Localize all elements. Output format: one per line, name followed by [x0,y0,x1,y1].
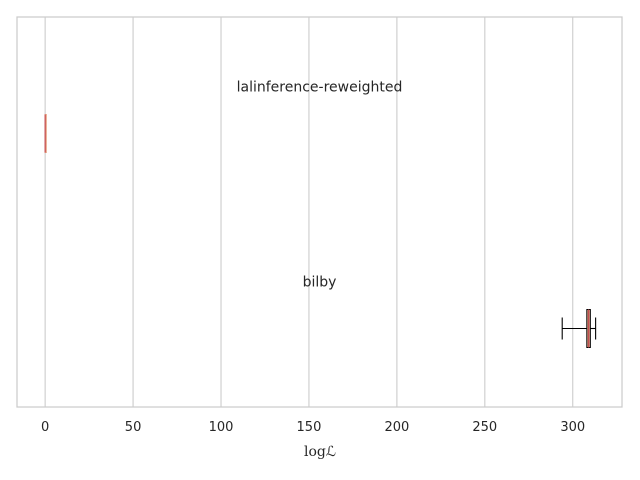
category-labels: lalinference-reweighted bilby [237,80,403,291]
x-tick-label: 300 [560,420,585,435]
boxplot-1 [561,309,597,348]
x-tick-label: 200 [384,420,409,435]
x-tick-label: 50 [125,420,142,435]
x-tick-label: 250 [472,420,497,435]
plot-frame [16,16,623,408]
plot-background [17,17,622,407]
x-tick-label: 150 [297,420,322,435]
x-tick-label: 100 [209,420,234,435]
grid [44,17,574,407]
x-tick-label: 0 [41,420,49,435]
boxplot-0 [44,114,47,153]
category-label: lalinference-reweighted [237,80,403,96]
boxes [44,114,597,348]
x-tick-labels: 0 50 100 150 200 250 300 [41,420,585,435]
x-axis-label: logℒ [304,444,336,460]
category-label: bilby [303,275,337,291]
